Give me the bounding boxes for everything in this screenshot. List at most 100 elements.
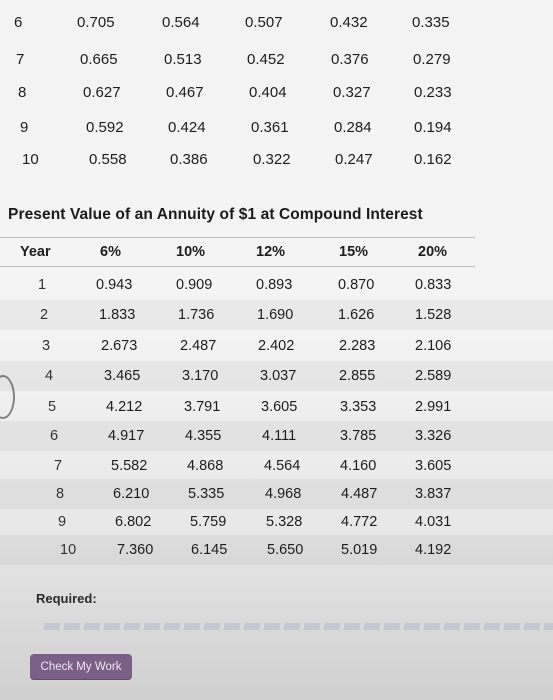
- value-cell: 2.487: [180, 338, 217, 354]
- value-cell: 3.791: [184, 399, 221, 415]
- period-cell: 9: [20, 119, 29, 136]
- value-cell: 2.283: [339, 338, 376, 354]
- rate-header: 15%: [339, 244, 369, 260]
- value-cell: 4.564: [264, 458, 301, 474]
- year-cell: 10: [60, 542, 77, 558]
- value-cell: 6.802: [115, 514, 152, 530]
- year-cell: 6: [50, 428, 59, 444]
- value-cell: 0.893: [256, 277, 293, 293]
- value-cell: 5.328: [266, 514, 303, 530]
- table-row: 8 0.627 0.467 0.404 0.327 0.233: [0, 78, 553, 108]
- value-cell: 4.160: [340, 458, 377, 474]
- table-row: 2 1.833 1.736 1.690 1.626 1.528: [0, 300, 553, 330]
- table-row: 3 2.673 2.487 2.402 2.283 2.106: [0, 331, 553, 361]
- value-cell: 0.592: [86, 119, 124, 136]
- value-cell: 4.031: [415, 514, 452, 530]
- year-cell: 3: [42, 338, 51, 354]
- year-cell: 1: [38, 277, 47, 293]
- value-cell: 4.868: [187, 458, 224, 474]
- value-cell: 0.943: [96, 277, 133, 293]
- table-row: 7 0.665 0.513 0.452 0.376 0.279: [0, 45, 553, 75]
- value-cell: 0.665: [80, 51, 118, 68]
- value-cell: 0.513: [164, 51, 202, 68]
- year-cell: 2: [40, 307, 49, 323]
- value-cell: 0.833: [415, 277, 452, 293]
- value-cell: 1.626: [338, 307, 375, 323]
- check-my-work-button[interactable]: Check My Work: [30, 654, 132, 680]
- rate-header: 20%: [418, 244, 448, 260]
- table-row: 9 0.592 0.424 0.361 0.284 0.194: [0, 113, 553, 143]
- year-cell: 9: [58, 514, 67, 530]
- period-cell: 6: [14, 14, 23, 31]
- value-cell: 3.170: [182, 368, 219, 384]
- period-cell: 8: [18, 84, 27, 101]
- value-cell: 3.326: [415, 428, 452, 444]
- table-row: 7 5.582 4.868 4.564 4.160 3.605: [0, 451, 553, 481]
- year-cell: 4: [45, 368, 54, 384]
- period-cell: 7: [16, 51, 25, 68]
- value-cell: 7.360: [117, 542, 154, 558]
- table-row: 10 7.360 6.145 5.650 5.019 4.192: [0, 535, 553, 565]
- value-cell: 5.582: [111, 458, 148, 474]
- value-cell: 0.361: [251, 119, 289, 136]
- value-cell: 0.909: [176, 277, 213, 293]
- rate-header: 12%: [256, 244, 286, 260]
- value-cell: 0.507: [245, 14, 283, 31]
- rate-header: 6%: [100, 244, 121, 260]
- value-cell: 4.917: [108, 428, 145, 444]
- required-heading: Required:: [36, 591, 97, 606]
- value-cell: 2.855: [339, 368, 376, 384]
- value-cell: 3.465: [104, 368, 141, 384]
- year-cell: 7: [54, 458, 63, 474]
- value-cell: 0.558: [89, 151, 127, 168]
- value-cell: 1.736: [178, 307, 215, 323]
- value-cell: 4.111: [262, 428, 297, 444]
- value-cell: 4.355: [185, 428, 222, 444]
- value-cell: 1.528: [415, 307, 452, 323]
- value-cell: 4.192: [415, 542, 452, 558]
- value-cell: 2.106: [415, 338, 452, 354]
- value-cell: 3.605: [415, 458, 452, 474]
- value-cell: 4.212: [106, 399, 143, 415]
- value-cell: 2.402: [258, 338, 295, 354]
- value-cell: 0.432: [330, 14, 368, 31]
- table-row: 10 0.558 0.386 0.322 0.247 0.162: [0, 145, 553, 175]
- value-cell: 5.019: [341, 542, 378, 558]
- value-cell: 3.837: [415, 486, 452, 502]
- value-cell: 0.424: [168, 119, 206, 136]
- value-cell: 0.327: [333, 84, 371, 101]
- table-row: 6 4.917 4.355 4.111 3.785 3.326: [0, 421, 553, 451]
- value-cell: 0.452: [247, 51, 285, 68]
- period-cell: 10: [22, 151, 39, 168]
- blurred-instruction-line: [43, 623, 553, 630]
- value-cell: 0.467: [166, 84, 204, 101]
- value-cell: 1.833: [99, 307, 136, 323]
- value-cell: 0.233: [414, 84, 452, 101]
- value-cell: 3.353: [340, 399, 377, 415]
- value-cell: 0.247: [335, 151, 373, 168]
- value-cell: 4.487: [341, 486, 378, 502]
- value-cell: 0.162: [414, 151, 452, 168]
- value-cell: 3.605: [261, 399, 298, 415]
- value-cell: 1.690: [257, 307, 294, 323]
- value-cell: 4.968: [265, 486, 302, 502]
- value-cell: 0.322: [253, 151, 291, 168]
- year-header: Year: [20, 244, 51, 260]
- value-cell: 0.705: [77, 14, 115, 31]
- value-cell: 2.673: [101, 338, 138, 354]
- value-cell: 5.759: [190, 514, 227, 530]
- value-cell: 3.037: [260, 368, 297, 384]
- value-cell: 5.335: [188, 486, 225, 502]
- annuity-table-header: Year 6% 10% 12% 15% 20%: [0, 237, 475, 267]
- value-cell: 0.279: [413, 51, 451, 68]
- value-cell: 6.210: [113, 486, 150, 502]
- value-cell: 6.145: [191, 542, 228, 558]
- annuity-table-title: Present Value of an Annuity of $1 at Com…: [8, 206, 423, 223]
- table-row: 5 4.212 3.791 3.605 3.353 2.991: [0, 392, 553, 422]
- value-cell: 0.386: [170, 151, 208, 168]
- year-cell: 5: [48, 399, 57, 415]
- value-cell: 0.284: [334, 119, 372, 136]
- value-cell: 0.194: [414, 119, 452, 136]
- value-cell: 2.589: [415, 368, 452, 384]
- value-cell: 3.785: [340, 428, 377, 444]
